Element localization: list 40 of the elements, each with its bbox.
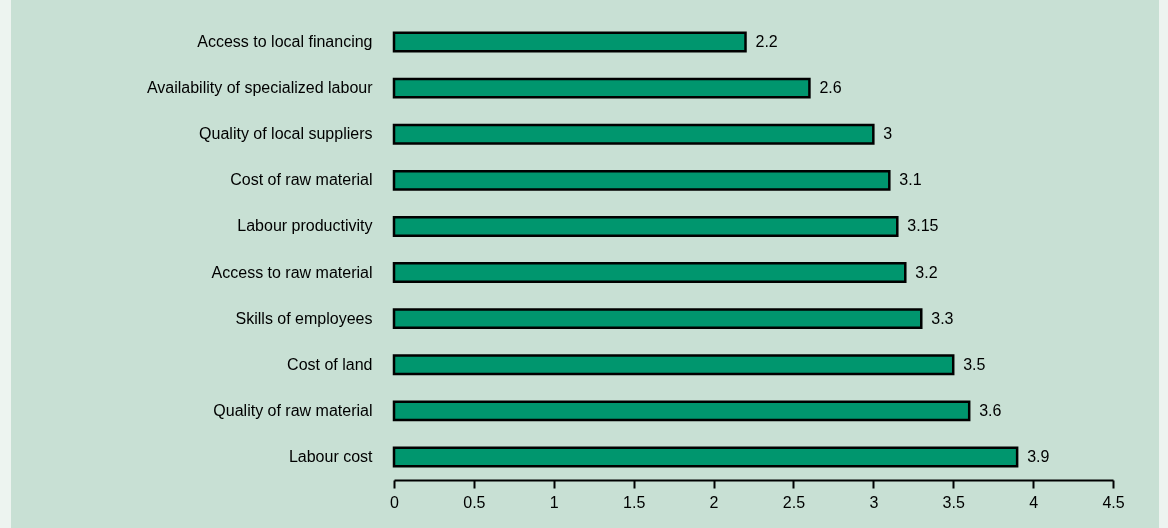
y-tick-label: Labour cost [288, 447, 374, 465]
data-label: 3 [883, 125, 893, 143]
bar [392, 215, 899, 237]
data-label: 3.15 [907, 217, 939, 235]
x-tick-label: 3 [869, 493, 879, 511]
data-label: 3.9 [1027, 447, 1050, 465]
y-tick-label: Availability of specialized labour [146, 79, 374, 97]
y-tick-label: Access to local financing [197, 33, 373, 51]
x-tick-label: 3.5 [942, 493, 965, 511]
bar [392, 169, 891, 191]
data-label: 3.2 [915, 263, 938, 281]
x-tick-label: 4 [1029, 493, 1039, 511]
x-tick-label: 0 [390, 493, 400, 511]
y-tick-label: Skills of employees [235, 309, 373, 327]
y-tick-label: Labour productivity [237, 217, 373, 235]
data-label: 3.3 [931, 309, 954, 327]
bar [392, 31, 747, 53]
y-tick-label: Access to raw material [211, 263, 373, 281]
bar [392, 262, 907, 284]
bar [392, 446, 1019, 468]
x-tick-label: 2 [709, 493, 719, 511]
bar [392, 308, 923, 330]
y-tick-label: Quality of raw material [213, 401, 373, 419]
data-label: 3.5 [963, 355, 986, 373]
x-tick-label: 2.5 [782, 493, 806, 511]
bar [392, 77, 811, 99]
data-label: 3.1 [899, 171, 922, 189]
bar [392, 400, 971, 422]
data-label: 2.2 [755, 33, 778, 51]
y-tick-label: Quality of local suppliers [199, 125, 373, 143]
data-label: 2.6 [819, 79, 842, 97]
y-tick-label: Cost of raw material [230, 171, 373, 189]
bar [392, 354, 955, 376]
x-tick-label: 1.5 [623, 493, 646, 511]
x-tick-label: 4.5 [1102, 493, 1125, 511]
bar [392, 123, 875, 145]
y-tick-label: Cost of land [287, 355, 373, 373]
x-tick-label: 1 [549, 493, 559, 511]
x-tick-label: 0.5 [463, 493, 486, 511]
data-label: 3.6 [979, 401, 1002, 419]
